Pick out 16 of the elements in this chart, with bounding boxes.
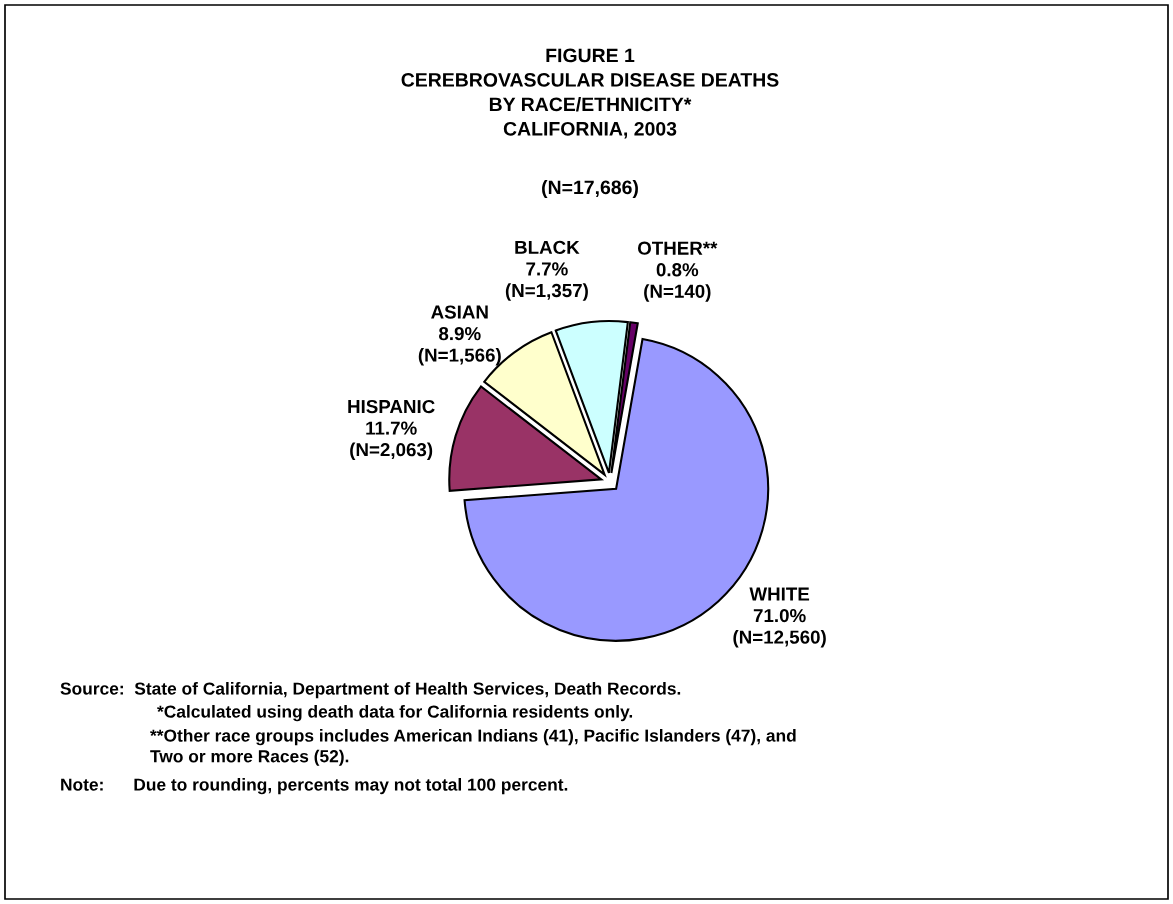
chart-title: FIGURE 1 CEREBROVASCULAR DISEASE DEATHS BY RACE/ETHNICITY* CALIFORNIA, 2003 (401, 48, 779, 139)
text: **Other race groups includes American Indians (41), Pacific Islanders (47), and Two or more Races (52). (150, 729, 796, 766)
slice-label: ASIAN (431, 305, 488, 319)
chart-subtitle: (N=17,686) (542, 179, 638, 199)
slice-label: WHITE (749, 587, 810, 601)
source-note: Source: State of California, Department of Health Services, Death Records. (60, 682, 681, 699)
data-label: 11.7% (N=2,063) (350, 421, 433, 461)
slice-label: HISPANIC (348, 399, 435, 414)
data-label: 7.7% (N=1,357) (505, 262, 588, 301)
text: Note: Due to rounding, percents may not total 100 percent. (61, 778, 568, 795)
data-label: 8.9% (N=1,566) (418, 326, 501, 366)
data-label: 71.0% (N=12,560) (733, 608, 826, 648)
slice-label: OTHER** (637, 241, 718, 255)
text: *Calculated using death data for California residents only. (157, 705, 633, 722)
slice-label: BLACK (515, 240, 580, 255)
data-label: 0.8% (N=140) (644, 263, 711, 302)
